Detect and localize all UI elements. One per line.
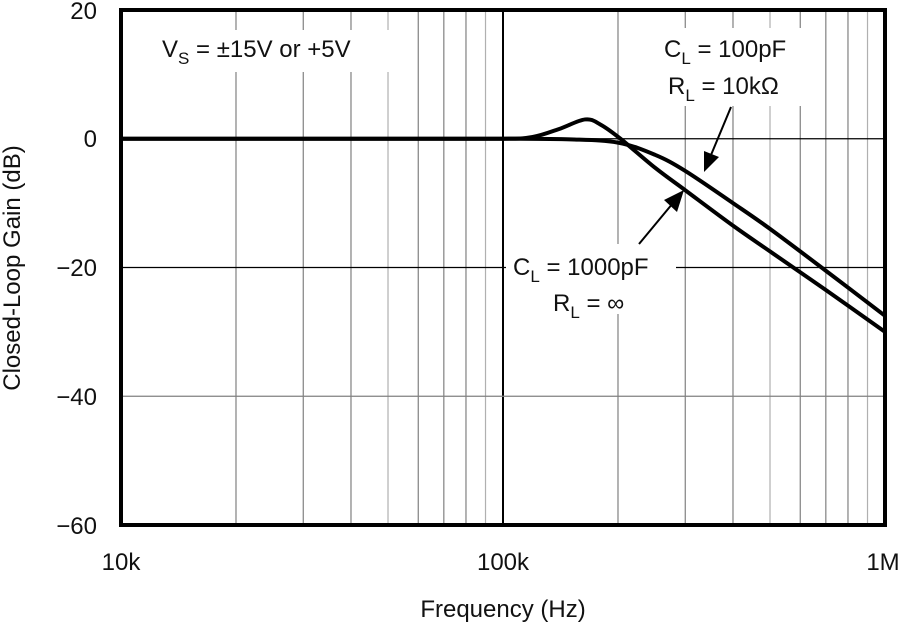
cl-1000pf-annotation: CL = 1000pF: [513, 254, 649, 286]
rl-inf-annotation: RL = ∞: [553, 290, 624, 322]
y-tick-label: 0: [84, 126, 97, 153]
x-tick-label: 1M: [866, 549, 899, 576]
x-tick-label: 10k: [102, 549, 142, 576]
label-mask: [150, 30, 395, 72]
supply-voltage-annotation: VS = ±15V or +5V: [162, 36, 351, 68]
plot-frame: [119, 8, 887, 527]
y-tick-label: −20: [56, 255, 97, 282]
cl-100pf-annotation: CL = 100pF: [664, 36, 786, 68]
x-tick-label: 100k: [477, 549, 530, 576]
curve-cl-1000pf: [121, 117, 887, 334]
label-mask: [652, 28, 810, 106]
arrow-100pf: [704, 106, 732, 172]
arrow-1000pf: [638, 190, 684, 245]
label-mask: [506, 244, 676, 314]
curves: [121, 117, 887, 334]
y-tick-label: 20: [70, 0, 97, 25]
y-axis-title: Closed-Loop Gain (dB): [0, 145, 26, 390]
rl-10k-annotation: RL = 10kΩ: [668, 73, 779, 105]
x-axis-title: Frequency (Hz): [420, 596, 585, 623]
y-tick-label: −40: [56, 384, 97, 411]
y-tick-label: −60: [56, 513, 97, 540]
